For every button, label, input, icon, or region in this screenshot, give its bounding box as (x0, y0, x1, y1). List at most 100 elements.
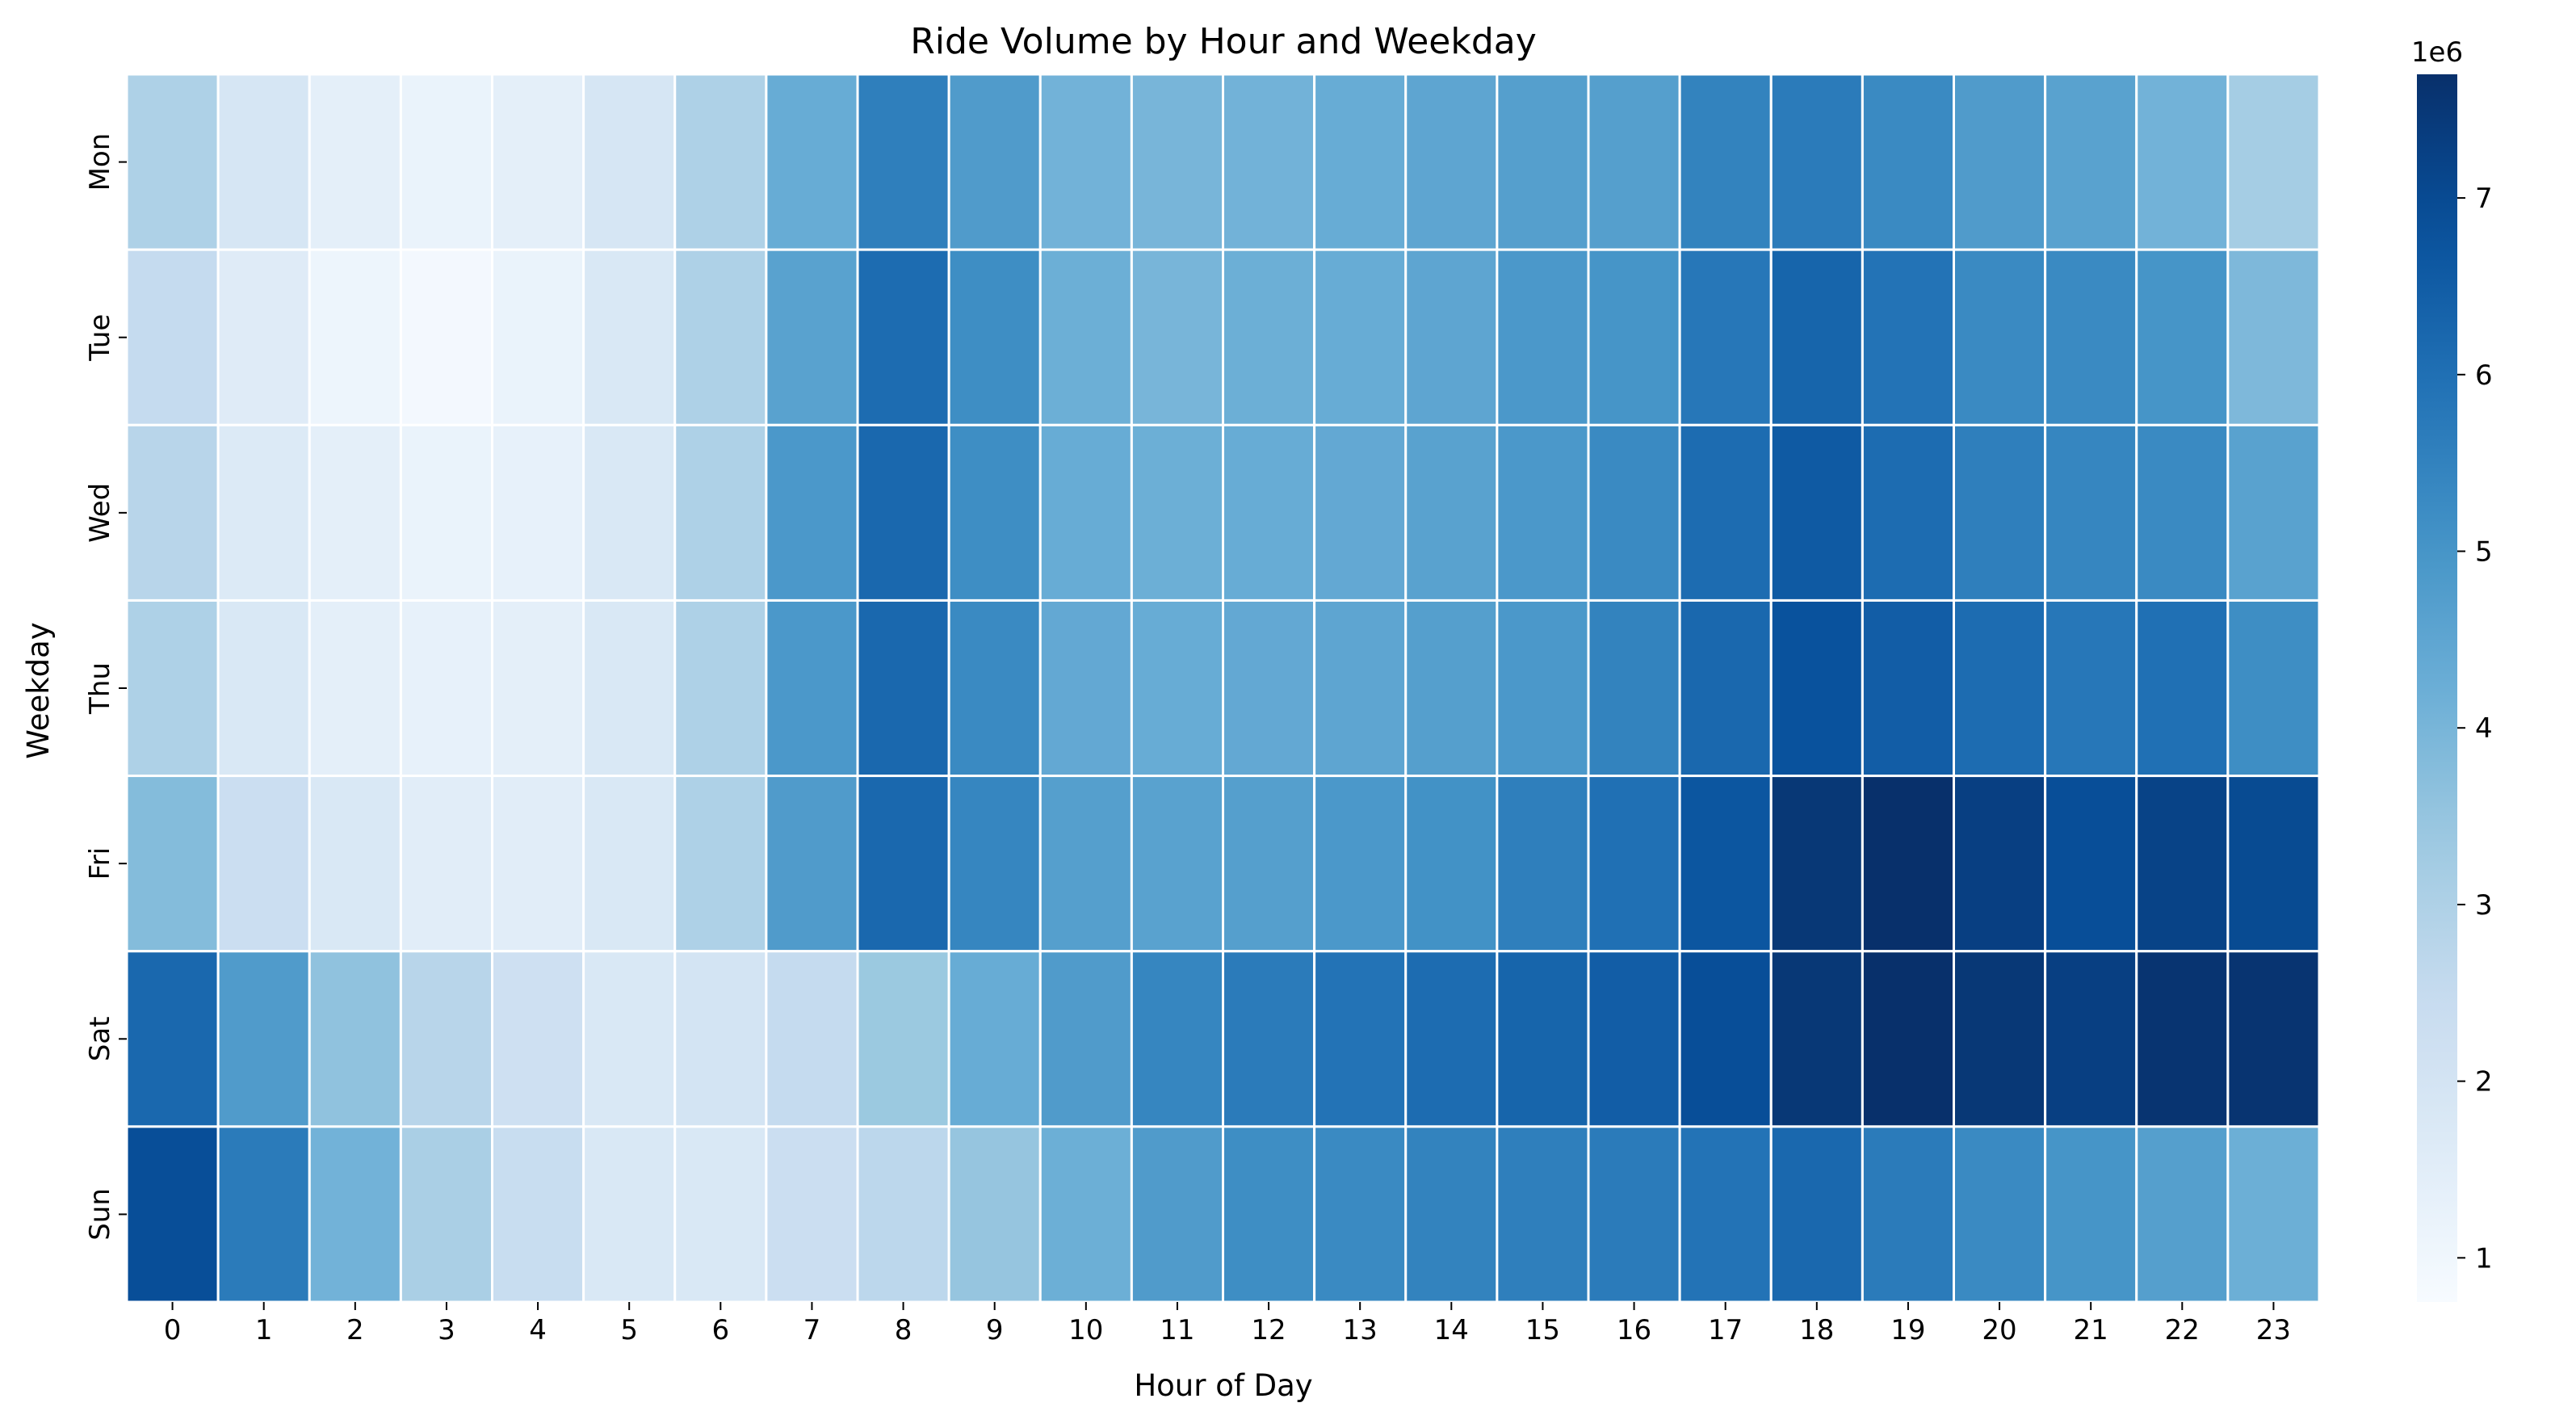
heatmap-cell (673, 73, 768, 251)
heatmap-cell (947, 950, 1042, 1128)
heatmap-cell (1496, 598, 1590, 778)
x-tick-label: 1 (255, 1314, 273, 1346)
heatmap-cell (765, 1125, 859, 1304)
heatmap-cell (1496, 775, 1590, 953)
heatmap-cell (1587, 1125, 1681, 1304)
heatmap-cell (856, 1125, 950, 1304)
heatmap-cell (399, 423, 493, 602)
heatmap-cell (216, 248, 311, 426)
heatmap-cell (308, 950, 402, 1128)
heatmap-cell (2135, 423, 2230, 602)
heatmap-cell (125, 775, 220, 953)
heatmap-cell (1678, 1125, 1773, 1304)
heatmap-cell (2226, 73, 2321, 251)
x-tick-label: 11 (1160, 1314, 1194, 1346)
heatmap-cell (1678, 73, 1773, 251)
heatmap-cell (1678, 775, 1773, 953)
x-tick-label: 7 (803, 1314, 821, 1346)
heatmap-cell (1130, 248, 1224, 426)
heatmap-cell (947, 73, 1042, 251)
heatmap-cell (2135, 248, 2230, 426)
heatmap-cell (856, 423, 950, 602)
y-tick-label: Mon (84, 133, 116, 191)
heatmap-cell (1404, 73, 1499, 251)
x-tick-label: 16 (1617, 1314, 1651, 1346)
heatmap-cell (1861, 423, 1955, 602)
x-tick-label: 17 (1708, 1314, 1743, 1346)
heatmap-cell (582, 775, 677, 953)
heatmap-cell (308, 1125, 402, 1304)
heatmap-cell (1587, 775, 1681, 953)
heatmap-cell (216, 950, 311, 1128)
x-tick-label: 10 (1068, 1314, 1103, 1346)
heatmap-cell (765, 775, 859, 953)
heatmap-cell (582, 1125, 677, 1304)
heatmap-cell (2226, 775, 2321, 953)
heatmap-cell (1404, 950, 1499, 1128)
heatmap-cell (1222, 73, 1316, 251)
heatmap-cell (2044, 598, 2138, 778)
heatmap-cell (1313, 1125, 1408, 1304)
heatmap-cell (216, 1125, 311, 1304)
colorbar-tick-label: 7 (2475, 183, 2493, 215)
heatmap-cell (947, 248, 1042, 426)
heatmap-cell (1404, 775, 1499, 953)
heatmap-cell (1769, 950, 1864, 1128)
heatmap-cell (2044, 950, 2138, 1128)
heatmap-cell (1404, 423, 1499, 602)
heatmap-cell (399, 248, 493, 426)
x-tick-label: 23 (2256, 1314, 2291, 1346)
heatmap-cell (125, 73, 220, 251)
colorbar-tick-label: 6 (2475, 359, 2493, 392)
heatmap-cell (1678, 248, 1773, 426)
heatmap-cell (673, 775, 768, 953)
heatmap-cell (947, 775, 1042, 953)
x-tick-label: 18 (1799, 1314, 1834, 1346)
heatmap-cell (1038, 248, 1133, 426)
heatmap-cell (1496, 248, 1590, 426)
colorbar-tick-label: 4 (2475, 712, 2493, 745)
heatmap-cell (1222, 248, 1316, 426)
x-tick-label: 22 (2165, 1314, 2200, 1346)
x-tick-label: 21 (2074, 1314, 2108, 1346)
heatmap-cell (2226, 950, 2321, 1128)
heatmap-cell (399, 775, 493, 953)
heatmap-cell (308, 423, 402, 602)
x-tick-label: 0 (164, 1314, 182, 1346)
heatmap-cell (491, 775, 585, 953)
heatmap-cell (765, 950, 859, 1128)
heatmap-cell (1038, 950, 1133, 1128)
heatmap-cell (491, 248, 585, 426)
chart-title: Ride Volume by Hour and Weekday (910, 21, 1537, 62)
x-axis-ticks: 0 1 2 3 4 5 6 7 8 9 10 11 12 13 14 15 16 17 18 19 20 21 22 23 (164, 1302, 2291, 1346)
heatmap-cell (1222, 950, 1316, 1128)
heatmap-cell (1953, 73, 2047, 251)
heatmap-cell (1861, 775, 1955, 953)
colorbar (2417, 74, 2457, 1302)
heatmap-cell (2044, 73, 2138, 251)
heatmap-cell (1587, 598, 1681, 778)
heatmap-cell (765, 423, 859, 602)
heatmap-cell (947, 423, 1042, 602)
heatmap-cell (2044, 775, 2138, 953)
heatmap-cell (1130, 950, 1224, 1128)
heatmap-cell (1404, 1125, 1499, 1304)
heatmap-cell (1038, 1125, 1133, 1304)
heatmap-cell (1496, 950, 1590, 1128)
heatmap-cell (1861, 1125, 1955, 1304)
heatmap-cell (308, 775, 402, 953)
y-tick-label: Thu (84, 662, 116, 715)
heatmap-cell (1953, 423, 2047, 602)
heatmap-cell (125, 598, 220, 778)
colorbar-tick-label: 3 (2475, 889, 2493, 922)
y-axis-ticks: Mon Tue Wed Thu Fri Sat Sun (84, 133, 127, 1241)
colorbar-scale-label: 1e6 (2411, 36, 2463, 69)
heatmap-cell (1587, 950, 1681, 1128)
colorbar-tick-label: 5 (2475, 536, 2493, 569)
heatmap-cell (947, 1125, 1042, 1304)
heatmap-cell (2135, 775, 2230, 953)
heatmap-cell (1496, 423, 1590, 602)
y-tick-label: Wed (84, 483, 116, 543)
heatmap-cell (491, 423, 585, 602)
heatmap-cell (1769, 775, 1864, 953)
